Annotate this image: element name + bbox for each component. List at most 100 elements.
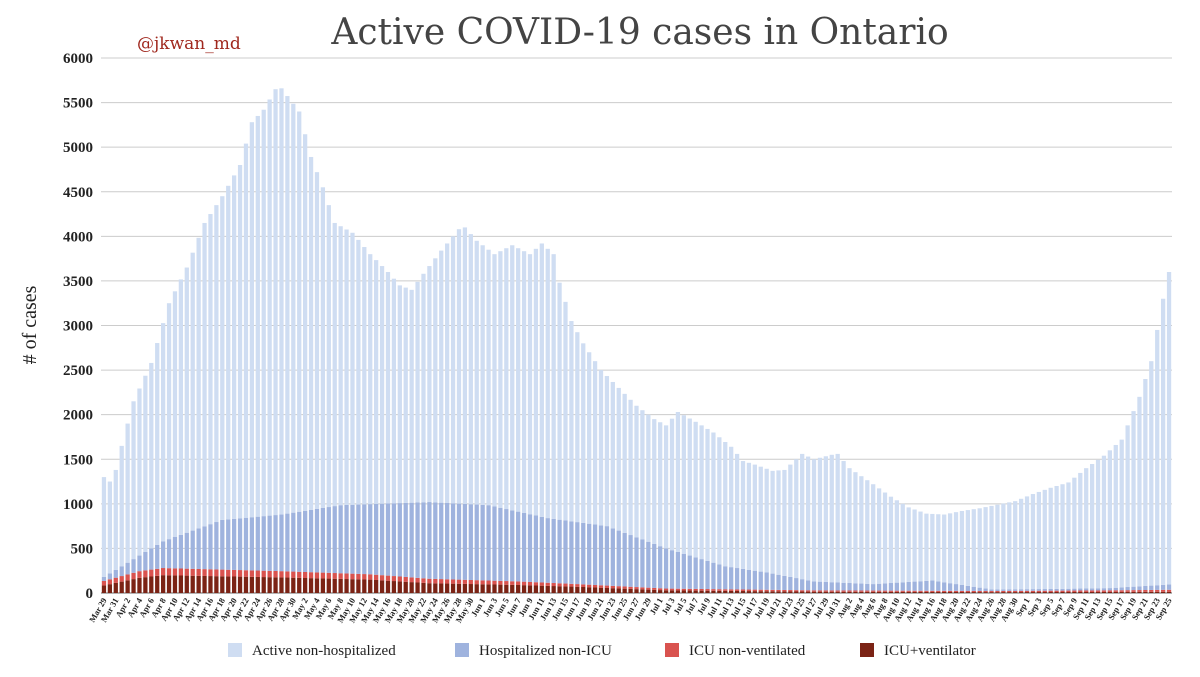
bar-icu-non-ventilated bbox=[149, 569, 154, 577]
bar-active-non-hospitalized bbox=[350, 232, 355, 505]
bar-hospitalized-non-icu bbox=[811, 581, 817, 591]
bar-active-non-hospitalized bbox=[504, 248, 509, 510]
bar-active-non-hospitalized bbox=[385, 272, 391, 504]
bar-hospitalized-non-icu bbox=[172, 537, 178, 569]
bar-icu-ventilator bbox=[1166, 591, 1172, 593]
bar-icu-non-ventilated bbox=[705, 589, 710, 591]
bar-hospitalized-non-icu bbox=[131, 559, 136, 573]
bar-icu-ventilator bbox=[800, 591, 805, 593]
bar-active-non-hospitalized bbox=[912, 509, 917, 582]
bar-active-non-hospitalized bbox=[190, 252, 195, 531]
bar-icu-non-ventilated bbox=[1048, 590, 1053, 593]
bar-hospitalized-non-icu bbox=[1024, 589, 1030, 591]
bar-icu-non-ventilated bbox=[924, 590, 929, 592]
bar-icu-non-ventilated bbox=[947, 590, 953, 593]
bar-icu-non-ventilated bbox=[468, 579, 473, 585]
bar-active-non-hospitalized bbox=[291, 103, 296, 513]
bar-icu-ventilator bbox=[557, 586, 562, 593]
bar-icu-ventilator bbox=[865, 591, 870, 593]
bar-hospitalized-non-icu bbox=[758, 571, 763, 590]
bar-hospitalized-non-icu bbox=[788, 576, 793, 591]
bar-icu-non-ventilated bbox=[551, 583, 556, 587]
y-tick-label: 1000 bbox=[63, 497, 93, 513]
bar-icu-ventilator bbox=[320, 578, 326, 593]
bar-hospitalized-non-icu bbox=[924, 580, 929, 591]
bar-icu-non-ventilated bbox=[107, 579, 113, 585]
bar-active-non-hospitalized bbox=[450, 236, 456, 504]
bar-active-non-hospitalized bbox=[527, 254, 533, 515]
bar-icu-non-ventilated bbox=[143, 570, 148, 578]
bar-icu-non-ventilated bbox=[977, 590, 982, 593]
bar-active-non-hospitalized bbox=[1036, 491, 1041, 590]
bar-icu-non-ventilated bbox=[279, 571, 284, 578]
bar-active-non-hospitalized bbox=[166, 303, 172, 540]
bar-icu-non-ventilated bbox=[794, 590, 799, 592]
bar-hospitalized-non-icu bbox=[1160, 584, 1166, 590]
bar-hospitalized-non-icu bbox=[681, 553, 686, 589]
bar-active-non-hospitalized bbox=[1119, 439, 1124, 588]
bar-active-non-hospitalized bbox=[959, 510, 965, 585]
bar-icu-ventilator bbox=[1143, 591, 1148, 593]
bar-active-non-hospitalized bbox=[433, 258, 438, 503]
bar-hospitalized-non-icu bbox=[439, 502, 444, 580]
bar-icu-ventilator bbox=[510, 584, 515, 593]
bar-icu-ventilator bbox=[894, 591, 899, 593]
bar-active-non-hospitalized bbox=[149, 362, 154, 549]
bar-icu-non-ventilated bbox=[1054, 590, 1059, 593]
bar-active-non-hospitalized bbox=[1084, 468, 1089, 589]
bar-hospitalized-non-icu bbox=[314, 508, 320, 573]
bar-icu-non-ventilated bbox=[101, 580, 107, 586]
bar-hospitalized-non-icu bbox=[640, 539, 645, 588]
bar-icu-ventilator bbox=[261, 577, 266, 593]
bar-icu-non-ventilated bbox=[450, 579, 456, 584]
bar-icu-non-ventilated bbox=[871, 590, 876, 592]
bar-icu-non-ventilated bbox=[533, 582, 539, 586]
bar-icu-non-ventilated bbox=[581, 584, 586, 587]
bar-icu-ventilator bbox=[166, 575, 172, 593]
bar-hospitalized-non-icu bbox=[356, 504, 361, 574]
bar-active-non-hospitalized bbox=[734, 453, 740, 569]
bar-icu-ventilator bbox=[1155, 591, 1160, 593]
bar-icu-non-ventilated bbox=[770, 589, 775, 592]
bar-icu-non-ventilated bbox=[320, 572, 326, 579]
bar-active-non-hospitalized bbox=[634, 405, 639, 538]
bar-active-non-hospitalized bbox=[427, 266, 432, 503]
bar-icu-ventilator bbox=[971, 592, 976, 593]
bar-active-non-hospitalized bbox=[474, 240, 479, 505]
bar-icu-non-ventilated bbox=[445, 579, 450, 584]
bar-icu-non-ventilated bbox=[196, 568, 201, 576]
bar-icu-ventilator bbox=[297, 577, 302, 593]
bar-hospitalized-non-icu bbox=[587, 523, 592, 585]
bar-hospitalized-non-icu bbox=[734, 568, 740, 590]
y-tick-label: 0 bbox=[86, 586, 94, 602]
bar-icu-ventilator bbox=[533, 585, 539, 593]
bar-active-non-hospitalized bbox=[924, 513, 929, 581]
bar-icu-non-ventilated bbox=[918, 590, 923, 592]
bar-hospitalized-non-icu bbox=[1084, 588, 1089, 591]
bar-hospitalized-non-icu bbox=[646, 541, 651, 588]
bar-active-non-hospitalized bbox=[356, 239, 361, 505]
bar-icu-ventilator bbox=[705, 590, 710, 593]
bar-icu-non-ventilated bbox=[740, 589, 746, 592]
bar-active-non-hospitalized bbox=[876, 488, 882, 584]
bar-active-non-hospitalized bbox=[1013, 501, 1018, 590]
bar-hospitalized-non-icu bbox=[427, 502, 432, 579]
bar-icu-non-ventilated bbox=[865, 590, 870, 592]
bar-icu-ventilator bbox=[634, 589, 639, 593]
bar-icu-non-ventilated bbox=[504, 581, 509, 585]
bar-icu-ventilator bbox=[616, 588, 621, 593]
bar-active-non-hospitalized bbox=[320, 187, 326, 508]
bar-hospitalized-non-icu bbox=[101, 576, 107, 581]
bar-active-non-hospitalized bbox=[368, 254, 373, 505]
bar-icu-non-ventilated bbox=[267, 570, 272, 578]
bar-active-non-hospitalized bbox=[220, 196, 225, 520]
bar-active-non-hospitalized bbox=[882, 492, 888, 584]
bar-icu-ventilator bbox=[1137, 591, 1142, 593]
bar-hospitalized-non-icu bbox=[450, 503, 456, 580]
bar-icu-ventilator bbox=[794, 591, 799, 593]
bar-hospitalized-non-icu bbox=[220, 519, 225, 570]
bar-hospitalized-non-icu bbox=[1155, 585, 1160, 590]
bar-icu-ventilator bbox=[403, 581, 408, 593]
bar-icu-ventilator bbox=[788, 591, 793, 593]
bar-active-non-hospitalized bbox=[1143, 379, 1148, 586]
